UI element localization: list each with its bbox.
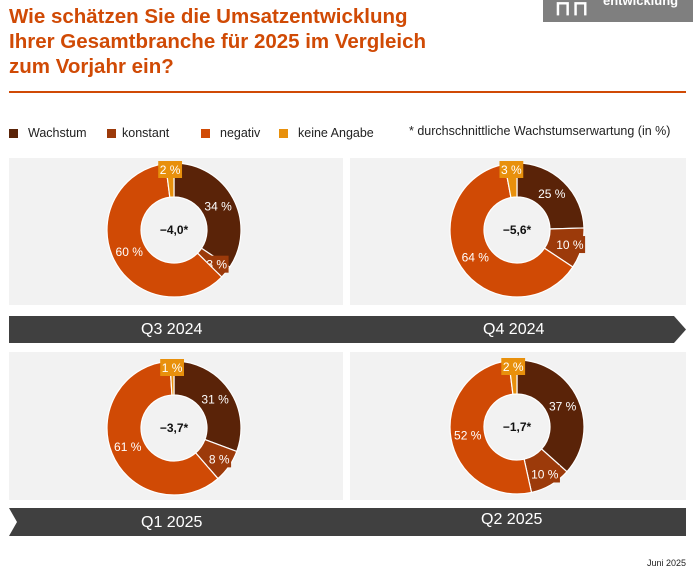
timeline-band-2025: Q1 2025 Q2 2025	[9, 508, 686, 536]
legend-item-wachstum: Wachstum	[9, 126, 87, 140]
data-label: 60 %	[116, 245, 144, 259]
data-label: 10 %	[531, 467, 559, 481]
data-label: 34 %	[204, 199, 232, 213]
data-label: 52 %	[454, 429, 482, 443]
center-label: −3,7*	[160, 421, 189, 435]
period-label-q2-2025: Q2 2025	[481, 511, 543, 528]
title-line: Wie schätzen Sie die Umsatzentwicklung	[9, 5, 408, 28]
footer-date: Juni 2025	[646, 558, 686, 568]
data-label: 25 %	[538, 187, 566, 201]
donut-slice-negativ	[449, 359, 533, 495]
donut-slice-wachstum	[173, 360, 242, 453]
period-label-q4-2024: Q4 2024	[483, 321, 545, 338]
legend-swatch	[279, 128, 288, 138]
center-label: −1,7*	[503, 420, 532, 434]
data-label: 2 %	[160, 163, 181, 177]
data-label: 3 %	[501, 163, 522, 177]
data-label-background	[158, 161, 183, 178]
donut-slice-wachstum	[516, 162, 585, 230]
donut-slice-negativ	[449, 163, 574, 298]
legend-note: * durchschnittliche Wachstumserwartung (…	[409, 124, 671, 138]
data-label: 2 %	[503, 360, 524, 374]
data-label: 61 %	[114, 440, 142, 454]
donut-slice-wachstum	[516, 359, 585, 473]
period-label-q3-2024: Q3 2024	[141, 321, 203, 338]
data-label-background	[554, 236, 586, 254]
legend-item-negativ: negativ	[201, 126, 260, 140]
divider	[9, 91, 686, 93]
data-label: 31 %	[201, 392, 229, 406]
period-label-q1-2025: Q1 2025	[141, 514, 203, 531]
logo-mark-icon: ⊓⊓	[555, 0, 591, 20]
legend-swatch	[107, 128, 116, 138]
legend-swatch	[201, 128, 210, 138]
timeline-band-2024: Q3 2024 Q4 2024	[9, 316, 686, 343]
title-line: Ihrer Gesamtbranche für 2025 im Vergleic…	[9, 30, 427, 53]
legend-label: keine Angabe	[298, 126, 374, 140]
legend-item-konstant: konstant	[107, 126, 169, 140]
legend-swatch	[9, 128, 18, 138]
logo-text: entwicklung	[603, 0, 679, 8]
donut-slice-negativ	[106, 360, 219, 496]
title-line: zum Vorjahr ein?	[9, 55, 174, 78]
legend-label: Wachstum	[28, 126, 87, 140]
legend-item-keine-angabe: keine Angabe	[279, 126, 374, 140]
donut-slice-wachstum	[173, 162, 242, 268]
data-label: 1 %	[162, 361, 183, 375]
center-label: −5,6*	[503, 223, 532, 237]
logo: ⊓⊓ entwicklung	[543, 0, 693, 22]
data-label: 37 %	[549, 400, 577, 414]
data-label: 64 %	[462, 251, 490, 265]
data-label-background	[501, 358, 526, 375]
legend-label: konstant	[122, 126, 170, 140]
data-label-background	[160, 359, 185, 376]
page-title: Wie schätzen Sie die Umsatzentwicklung I…	[9, 4, 469, 79]
data-label: 8 %	[209, 452, 230, 466]
center-label: −4,0*	[160, 223, 189, 237]
data-label: 10 %	[556, 238, 584, 252]
legend-label: negativ	[220, 126, 261, 140]
data-label-background	[207, 450, 232, 468]
data-label-background	[529, 465, 560, 483]
donut-slice-negativ	[106, 162, 223, 298]
data-label-background	[499, 161, 524, 178]
